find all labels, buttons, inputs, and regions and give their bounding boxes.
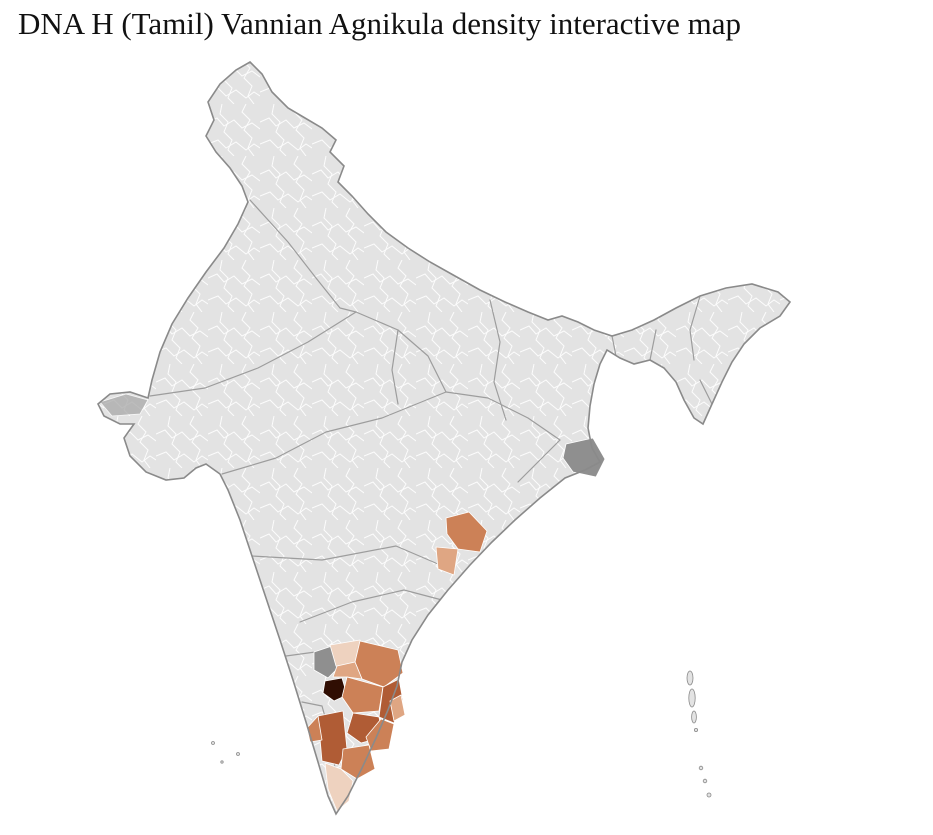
andaman-island[interactable] xyxy=(694,728,699,733)
nicobar-island[interactable] xyxy=(698,765,704,771)
andaman-island[interactable] xyxy=(688,688,696,708)
district-east-2[interactable] xyxy=(435,546,459,576)
district-tn-12[interactable] xyxy=(389,694,406,722)
lakshadweep-island[interactable] xyxy=(220,760,224,764)
andaman-island[interactable] xyxy=(691,710,697,724)
region-west-dark[interactable] xyxy=(99,393,149,417)
southern-density-cluster xyxy=(306,639,406,812)
district-tn-5[interactable] xyxy=(341,676,384,714)
state-borders xyxy=(149,199,713,777)
district-tn-10[interactable] xyxy=(340,744,376,780)
district-tn-4[interactable] xyxy=(322,677,348,702)
lakshadweep-island[interactable] xyxy=(211,741,215,745)
andaman-island[interactable] xyxy=(686,670,694,686)
region-east-dark[interactable] xyxy=(562,437,606,478)
district-tn-3[interactable] xyxy=(332,661,363,680)
eastern-density-cluster xyxy=(435,511,488,576)
nicobar-island[interactable] xyxy=(706,792,712,798)
district-east-1[interactable] xyxy=(445,511,488,553)
district-boundaries-texture xyxy=(98,62,790,814)
nicobar-island[interactable] xyxy=(702,778,708,784)
island-groups xyxy=(211,670,712,798)
page-title: DNA H (Tamil) Vannian Agnikula density i… xyxy=(18,6,742,41)
lakshadweep-island[interactable] xyxy=(236,752,240,756)
